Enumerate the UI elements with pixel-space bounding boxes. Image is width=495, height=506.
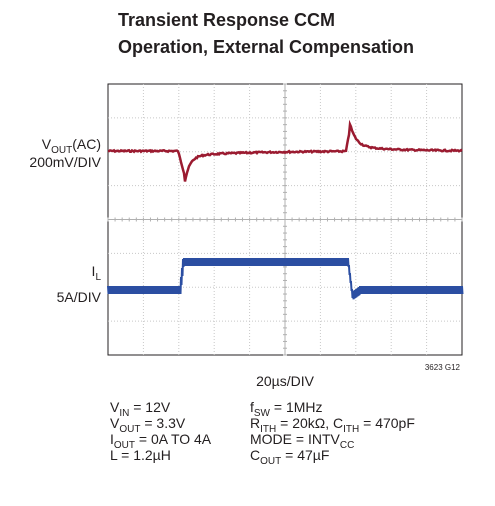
text-part: IN (119, 408, 129, 419)
il-trace (107, 257, 464, 300)
condition: IOUT = 0A TO 4A (110, 431, 212, 451)
title-line: Transient Response CCM (118, 10, 335, 30)
text-part: C (250, 447, 260, 463)
condition: VIN = 12V (110, 399, 171, 419)
condition: MODE = INTVCC (250, 431, 354, 451)
title-line: Operation, External Compensation (118, 37, 414, 57)
text-part: OUT (114, 440, 135, 451)
text-part: = 3.3V (140, 415, 185, 431)
condition: RITH = 20kΩ, CITH = 470pF (250, 415, 415, 435)
text-part: R (250, 415, 260, 431)
text-part: V (110, 399, 120, 415)
text-part: = 20kΩ, C (276, 415, 343, 431)
text-part: = 0A TO 4A (135, 431, 212, 447)
text-part: V (110, 415, 120, 431)
condition: fSW = 1MHz (250, 399, 323, 419)
text-part: OUT (51, 145, 72, 156)
figure-id: 3623 G12 (425, 363, 461, 372)
text-part: V (42, 136, 52, 152)
text-part: CC (340, 440, 354, 451)
text-part: = 47µF (281, 447, 329, 463)
text-part: OUT (119, 424, 140, 435)
text-part: L (95, 272, 101, 283)
text-part: OUT (260, 456, 281, 467)
text-part: (AC) (72, 136, 101, 152)
trace-scale: 5A/DIV (57, 289, 102, 305)
text-part: = 1MHz (270, 399, 323, 415)
condition: L = 1.2µH (110, 447, 171, 463)
text-part: MODE = INTV (250, 431, 341, 447)
text-part: L = 1.2µH (110, 447, 171, 463)
text-part: SW (254, 408, 271, 419)
text-part: I (110, 431, 114, 447)
trace-label: VOUT(AC) (42, 136, 101, 156)
time-scale: 20µs/DIV (256, 373, 315, 389)
trace-scale: 200mV/DIV (29, 154, 101, 170)
condition: VOUT = 3.3V (110, 415, 186, 435)
grid (107, 83, 463, 356)
trace-label: IL (92, 263, 102, 283)
vout-trace (107, 119, 463, 182)
text-part: I (92, 263, 96, 279)
text-part: ITH (260, 424, 276, 435)
text-part: ITH (343, 424, 359, 435)
text-part: = 12V (129, 399, 171, 415)
text-part: f (250, 399, 254, 415)
condition: COUT = 47µF (250, 447, 329, 467)
text-part: = 470pF (359, 415, 415, 431)
